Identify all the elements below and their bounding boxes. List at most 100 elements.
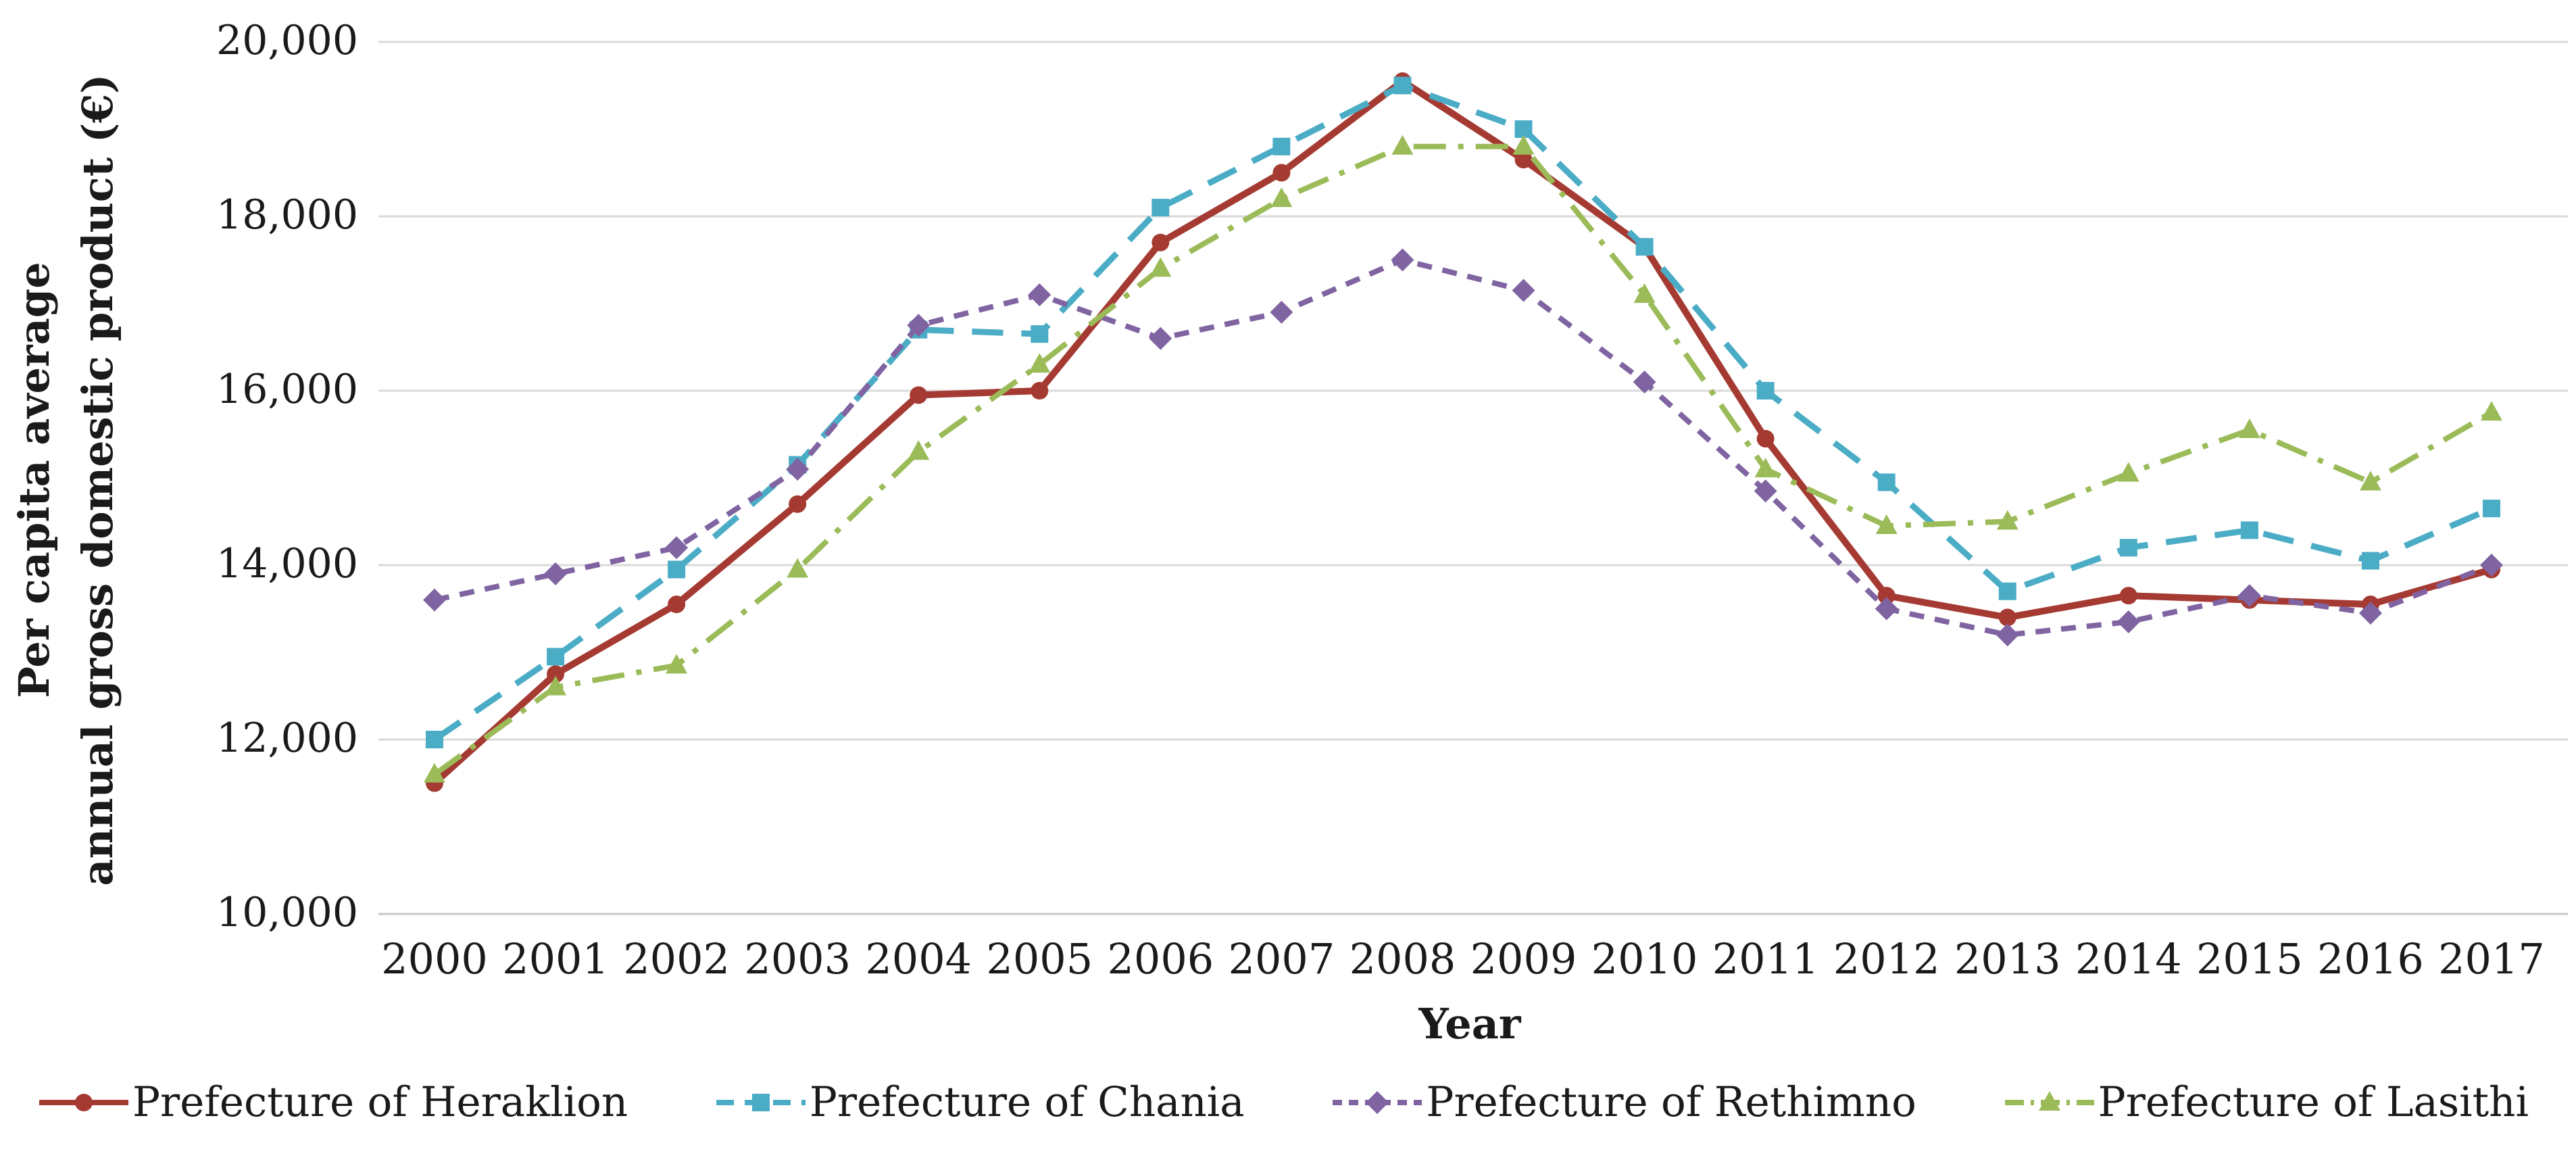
data-point-rethimno-2011 [1754,479,1777,503]
data-point-chania-2017 [2483,500,2500,518]
data-point-lasithi-2004 [908,440,930,460]
x-tick-label: 2006 [1107,934,1214,984]
data-point-lasithi-2014 [2117,462,2139,482]
data-point-rethimno-2015 [2237,584,2261,608]
y-tick-label: 18,000 [216,191,358,239]
data-point-chania-2006 [1151,199,1170,217]
data-point-rethimno-2006 [1149,327,1172,350]
legend-marker-shape [1366,1091,1389,1114]
data-point-heraklion-2012 [1877,587,1896,605]
data-point-lasithi-2002 [666,654,688,674]
data-point-heraklion-2004 [910,386,928,404]
data-point-chania-2013 [1998,582,2016,600]
y-tick-label: 10,000 [216,889,358,936]
data-point-lasithi-2000 [424,763,445,783]
data-point-heraklion-2013 [1998,608,2016,627]
legend-marker-heraklion-icon [39,1094,128,1111]
data-point-lasithi-2005 [1029,353,1051,373]
data-point-chania-2009 [1514,120,1533,138]
data-point-lasithi-2011 [1754,458,1777,478]
x-tick-label: 2008 [1349,934,1456,984]
x-tick-label: 2012 [1833,934,1940,984]
series-lasithi [424,135,2502,783]
x-tick-label: 2010 [1591,934,1698,984]
data-point-rethimno-2001 [544,562,568,585]
data-point-lasithi-2006 [1149,257,1172,277]
data-point-chania-2016 [2361,552,2379,570]
y-tick-label: 14,000 [216,540,358,587]
legend-item-rethimno: Prefecture of Rethimno [1333,1079,1916,1126]
legend-label-heraklion: Prefecture of Heraklion [132,1078,628,1126]
x-tick-label: 2000 [381,934,488,984]
data-point-chania-2008 [1393,76,1412,95]
legend-item-lasithi: Prefecture of Lasithi [2004,1078,2529,1126]
data-point-lasithi-2013 [1996,510,2018,530]
legend-marker-rethimno-icon [1333,1091,1422,1114]
series-line-rethimno [434,257,2493,638]
data-point-chania-2014 [2119,539,2137,557]
data-point-lasithi-2012 [1875,514,1898,534]
x-tick-label: 2013 [1954,934,2061,984]
y-tick-label: 20,000 [216,17,358,64]
x-tick-label: 2016 [2317,934,2424,984]
legend-label-rethimno: Prefecture of Rethimno [1426,1078,1916,1126]
data-point-chania-2000 [426,731,443,748]
data-point-rethimno-2009 [1512,279,1535,302]
data-point-rethimno-2008 [1391,248,1414,272]
legend-marker-shape [75,1094,93,1111]
data-point-heraklion-2006 [1151,233,1170,251]
x-tick-label: 2003 [744,934,851,984]
x-tick-label: 2009 [1470,934,1577,984]
data-point-chania-2010 [1635,238,1654,256]
y-tick-label: 12,000 [216,715,358,762]
data-point-rethimno-2012 [1875,597,1898,621]
legend-marker-lasithi-icon [2004,1091,2094,1111]
legend-marker-shape [751,1094,770,1111]
x-tick-label: 2004 [865,934,972,984]
data-point-rethimno-2003 [786,458,810,481]
data-point-rethimno-2014 [2116,610,2140,633]
data-point-chania-2012 [1877,473,1896,491]
data-point-heraklion-2007 [1272,164,1291,182]
x-tick-label: 2015 [2196,934,2303,984]
x-tick-label: 2001 [502,934,609,984]
data-point-chania-2005 [1031,325,1049,343]
series-line-lasithi [432,143,2493,777]
x-tick-label: 2007 [1228,934,1335,984]
series-chania [426,76,2500,748]
data-point-chania-2007 [1272,137,1291,155]
data-point-heraklion-2011 [1756,429,1775,448]
legend-marker-shape [2038,1091,2060,1111]
data-point-lasithi-2003 [787,558,809,578]
data-point-heraklion-2003 [789,495,807,513]
data-point-chania-2002 [668,560,686,579]
series-line-chania [432,82,2493,742]
data-point-lasithi-2017 [2481,401,2502,421]
data-point-rethimno-2005 [1028,283,1051,307]
data-point-rethimno-2000 [423,588,446,612]
data-point-heraklion-2005 [1031,382,1049,400]
series-heraklion [426,72,2500,792]
legend-marker-chania-icon [716,1094,806,1111]
x-tick-label: 2005 [986,934,1093,984]
data-point-heraklion-2001 [547,665,565,683]
data-point-rethimno-2002 [665,536,689,560]
data-point-rethimno-2004 [907,314,931,337]
data-point-rethimno-2017 [2480,554,2503,577]
data-point-lasithi-2001 [545,675,567,696]
legend-label-lasithi: Prefecture of Lasithi [2098,1078,2529,1126]
data-point-rethimno-2013 [1996,623,2019,647]
data-point-heraklion-2009 [1514,151,1533,169]
data-point-lasithi-2007 [1270,187,1293,208]
x-tick-label: 2002 [623,934,730,984]
legend-item-chania: Prefecture of Chania [716,1079,1245,1126]
data-point-chania-2011 [1756,382,1775,400]
data-point-rethimno-2010 [1633,370,1656,394]
data-point-lasithi-2015 [2238,418,2260,439]
data-point-lasithi-2008 [1391,135,1414,155]
legend-label-chania: Prefecture of Chania [809,1078,1245,1126]
x-tick-label: 2011 [1712,934,1819,984]
x-axis-title: Year [1418,999,1521,1048]
